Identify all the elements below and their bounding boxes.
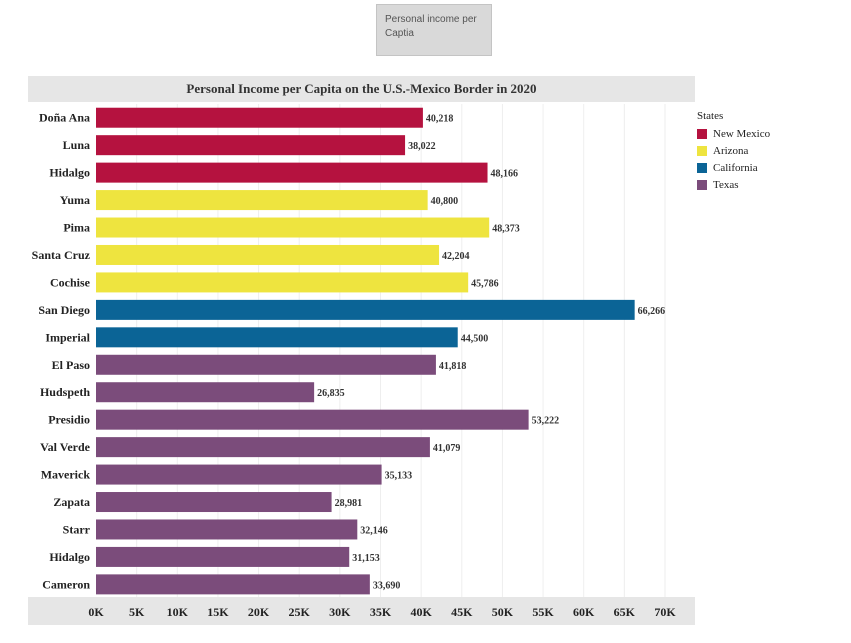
x-tick-label: 15K [207,605,229,619]
category-label: Starr [63,522,91,536]
category-label: Yuma [60,193,90,207]
data-label: 66,266 [638,306,666,317]
x-tick-label: 30K [329,605,351,619]
category-label: Hidalgo [49,166,90,180]
category-label: Luna [63,138,90,152]
x-tick-label: 50K [492,605,514,619]
data-label: 48,373 [492,224,519,235]
x-axis-band [28,597,695,625]
legend-item: Arizona [697,142,770,159]
legend-label: California [713,161,758,174]
bar [96,574,370,595]
legend: States New Mexico Arizona California Texas [697,110,770,193]
category-label: Hidalgo [49,550,90,564]
legend-item: New Mexico [697,125,770,142]
category-label: Hudspeth [40,385,90,399]
data-label: 42,204 [442,251,470,262]
legend-swatch [697,128,707,139]
tooltip-box: Personal income per Captia [376,4,492,56]
bar [96,135,406,156]
data-label: 45,786 [471,278,499,289]
data-label: 38,022 [408,141,436,152]
x-tick-label: 5K [129,605,145,619]
bar [96,382,315,403]
category-label: Val Verde [40,440,91,454]
legend-title: States [697,110,724,122]
legend-swatch [697,162,707,173]
bar [96,546,350,567]
data-label: 40,800 [431,196,459,207]
category-label: Pima [63,221,90,235]
legend-item: Texas [697,176,770,193]
x-tick-label: 10K [167,605,189,619]
bar [96,492,332,513]
bar [96,244,440,265]
data-label: 44,500 [461,333,489,344]
x-tick-label: 0K [88,605,104,619]
x-tick-label: 45K [451,605,473,619]
category-label: Cochise [50,275,91,289]
data-label: 48,166 [491,169,518,180]
bar [96,162,488,183]
x-tick-label: 70K [654,605,676,619]
category-label: Zapata [53,495,90,509]
bar [96,107,423,128]
data-label: 32,146 [360,525,388,536]
legend-item: California [697,159,770,176]
category-label: Imperial [45,330,90,344]
data-label: 40,218 [426,114,454,125]
legend-label: Arizona [713,144,749,157]
data-label: 28,981 [335,498,363,509]
bar [96,519,358,540]
x-tick-label: 40K [410,605,432,619]
data-label: 26,835 [317,388,345,399]
category-label: San Diego [38,303,90,317]
tooltip-text: Personal income per Captia [385,14,477,39]
bar [96,217,490,238]
data-label: 31,153 [352,553,380,564]
bar [96,190,428,211]
data-label: 35,133 [385,471,413,482]
category-label: Doña Ana [39,111,90,125]
data-label: 33,690 [373,580,401,591]
category-label: Maverick [41,468,91,482]
category-label: Santa Cruz [32,248,91,262]
x-tick-label: 55K [532,605,554,619]
x-tick-label: 65K [614,605,636,619]
legend-swatch [697,179,707,190]
data-label: 41,079 [433,443,461,454]
bar [96,327,458,348]
x-tick-label: 25K [289,605,311,619]
category-label: Presidio [48,413,90,427]
category-label: Cameron [42,577,90,591]
bar [96,354,436,375]
chart-title: Personal Income per Capita on the U.S.-M… [28,76,695,102]
legend-label: New Mexico [713,127,771,140]
bar [96,409,529,430]
legend-label: Texas [713,178,739,191]
bar [96,299,635,320]
bar [96,272,469,293]
x-tick-label: 35K [370,605,392,619]
category-label: El Paso [52,358,90,372]
x-tick-label: 20K [248,605,270,619]
bar [96,437,430,458]
bar [96,464,382,485]
legend-swatch [697,145,707,156]
data-label: 53,222 [532,416,560,427]
data-label: 41,818 [439,361,467,372]
x-tick-label: 60K [573,605,595,619]
